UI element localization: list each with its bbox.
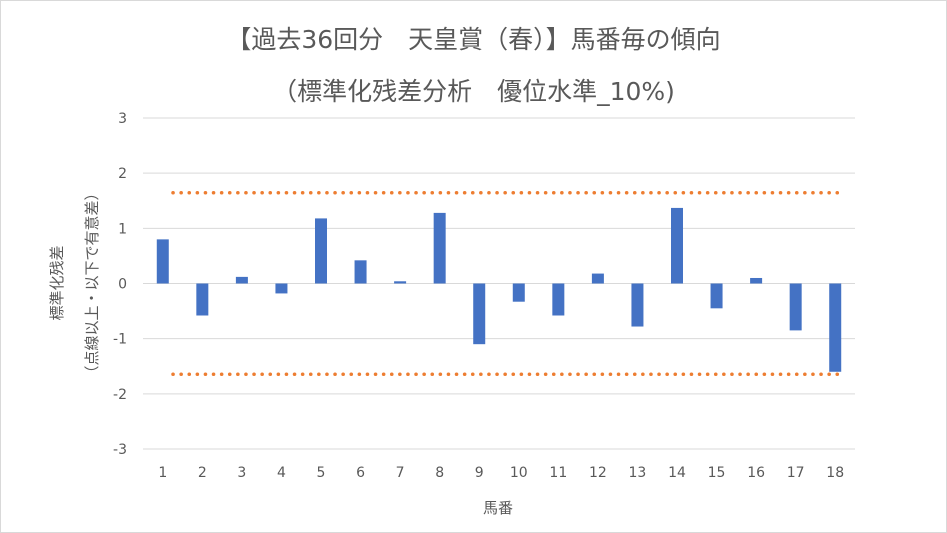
bar-13	[631, 283, 644, 327]
x-tick-label: 17	[787, 465, 805, 481]
chart-title: 【過去36回分 天皇賞（春）】馬番毎の傾向	[226, 25, 721, 54]
y-axis-title-line1: 標準化残差	[48, 245, 66, 320]
bar-14	[671, 207, 683, 284]
x-tick-label: 12	[589, 465, 607, 481]
x-tick-label: 3	[237, 465, 246, 481]
y-tick-label: -1	[113, 332, 127, 348]
y-tick-label: 0	[118, 277, 127, 293]
x-tick-label: 9	[475, 465, 484, 481]
y-tick-label: -2	[113, 387, 127, 403]
gridlines	[143, 117, 855, 450]
bar-2	[196, 283, 209, 316]
x-tick-label: 14	[668, 465, 686, 481]
x-tick-label: 7	[396, 465, 405, 481]
x-tick-label: 13	[629, 465, 647, 481]
bar-18	[829, 283, 842, 372]
x-tick-label: 18	[826, 465, 844, 481]
y-tick-label: 3	[118, 111, 127, 127]
x-tick-label: 2	[198, 465, 207, 481]
x-axis-title: 馬番	[483, 499, 513, 517]
bar-3	[235, 276, 248, 284]
bar-9	[473, 283, 486, 345]
x-tick-label: 10	[510, 465, 528, 481]
bar-10	[512, 283, 525, 302]
bar-17	[789, 283, 802, 331]
bar-8	[433, 212, 446, 284]
x-tick-label: 8	[435, 465, 444, 481]
bar-12	[591, 273, 604, 284]
x-tick-label: 1	[158, 465, 167, 481]
chart-subtitle: （標準化残差分析 優位水準_10%)	[272, 77, 675, 106]
y-tick-label: 1	[118, 221, 127, 237]
x-tick-label: 15	[708, 465, 726, 481]
x-tick-label: 5	[317, 465, 326, 481]
x-tick-labels: 1 2 3 4 5 6 7 8 9 10 11 12 13 14 15 16 17 18	[158, 465, 844, 481]
x-tick-label: 6	[356, 465, 365, 481]
y-tick-label: -3	[113, 442, 127, 458]
bar-7	[394, 281, 407, 284]
y-axis-title-line2: （点線以上・以下で有意差）	[83, 185, 101, 380]
bar-15	[710, 283, 723, 309]
bar-11	[552, 283, 565, 316]
y-tick-label: 2	[118, 166, 127, 182]
bar-4	[275, 283, 288, 294]
bar-1	[156, 239, 169, 284]
y-axis-title: 標準化残差 （点線以上・以下で有意差）	[48, 185, 101, 380]
bar-5	[315, 218, 327, 284]
x-tick-label: 4	[277, 465, 286, 481]
bar-16	[750, 277, 763, 284]
bar-6	[354, 260, 367, 284]
x-tick-label: 11	[549, 465, 567, 481]
x-tick-label: 16	[747, 465, 765, 481]
bars	[156, 207, 842, 372]
y-tick-labels: -3 -2 -1 0 1 2 3	[113, 111, 127, 458]
